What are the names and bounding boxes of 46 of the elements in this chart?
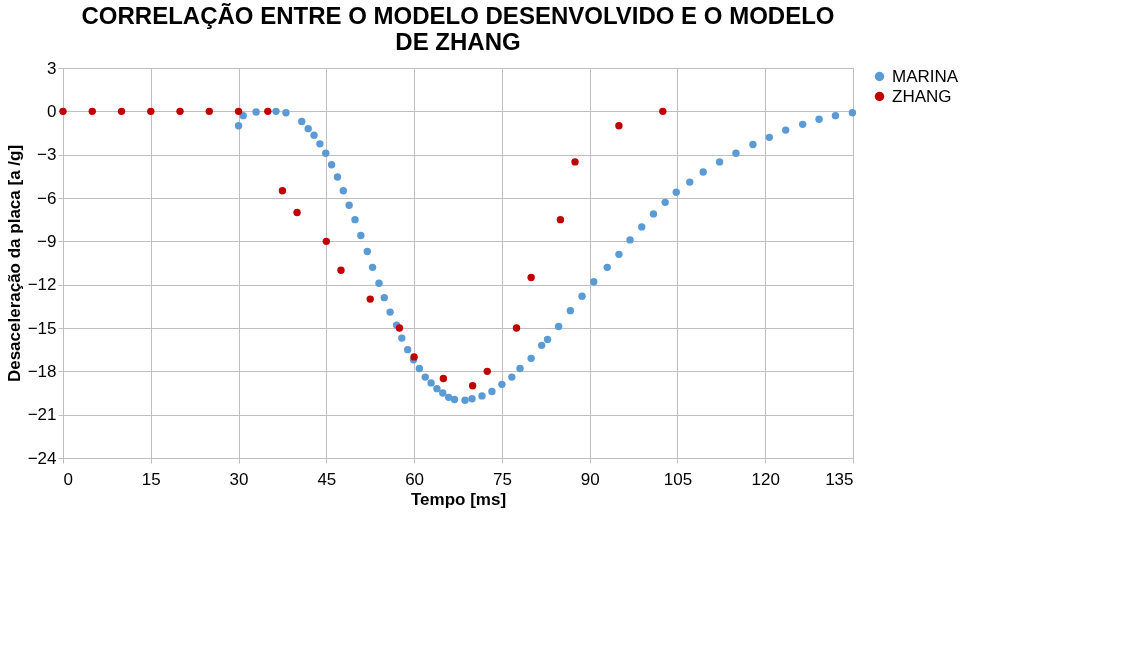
- point: [234, 107, 243, 116]
- point: [147, 107, 155, 116]
- point: [615, 122, 623, 130]
- y-tick-label: −6: [37, 188, 57, 208]
- point: [322, 237, 331, 246]
- y-tick-label: −15: [27, 318, 57, 338]
- x-tick-label: 120: [751, 469, 780, 489]
- x-tick-label: 60: [405, 469, 425, 489]
- point: [483, 367, 491, 376]
- point: [88, 107, 96, 116]
- point: [278, 187, 287, 195]
- y-axis-title: Desaceleração da placa [a /g]: [4, 144, 24, 383]
- point: [439, 374, 448, 383]
- x-tick-label: 45: [317, 469, 337, 489]
- chart-title: CORRELAÇÃO ENTRE O MODELO DESENVOLVIDO E O MODELO DE ZHANG: [81, 2, 835, 55]
- legend-label: ZHANG: [892, 86, 952, 106]
- point: [176, 107, 184, 116]
- point: [205, 107, 213, 116]
- legend-label: MARINA: [892, 66, 959, 86]
- x-axis-title: Tempo [ms]: [410, 489, 507, 509]
- y-tick-label: −18: [27, 361, 57, 381]
- point: [468, 382, 477, 390]
- y-tick-label: −9: [37, 231, 57, 251]
- y-tick-label: 0: [47, 101, 57, 121]
- point: [117, 107, 126, 116]
- x-tick-label: 15: [141, 469, 161, 489]
- y-tick-label: 3: [47, 58, 57, 78]
- point: [556, 215, 565, 224]
- y-tick-label: −21: [27, 405, 57, 425]
- point: [571, 158, 579, 166]
- x-tick-label: 90: [580, 469, 600, 489]
- x-tick-label: 30: [229, 469, 249, 489]
- point: [659, 107, 667, 116]
- point: [337, 266, 345, 274]
- point: [293, 208, 301, 217]
- y-tick-label: −12: [27, 275, 57, 295]
- point: [527, 273, 535, 282]
- point: [264, 107, 272, 116]
- x-tick-label: 135: [825, 469, 854, 489]
- y-tick-label: −3: [37, 145, 57, 165]
- x-tick-label: 75: [492, 469, 512, 489]
- y-tick-label: −24: [27, 448, 57, 468]
- point: [366, 295, 374, 303]
- point: [512, 324, 521, 332]
- x-tick-label: 0: [63, 469, 73, 489]
- x-tick-label: 105: [663, 469, 693, 489]
